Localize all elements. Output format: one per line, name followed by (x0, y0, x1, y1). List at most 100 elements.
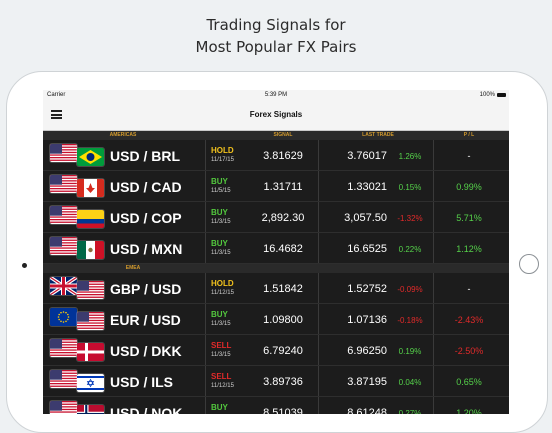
profit-loss: -2.50% (454, 346, 484, 356)
change-percent: -1.32% (397, 214, 423, 223)
last-trade-price: 3.76017 (347, 150, 387, 162)
column-divider (205, 304, 206, 334)
table-row[interactable]: USD / NOK BUY 11/3/15 8.51039 8.61248 0.… (43, 397, 509, 414)
app-screen: Carrier 5:39 PM 100% Forex Signals AMERI… (43, 90, 509, 414)
last-trade-price: 8.61248 (347, 407, 387, 414)
flag-no-icon (77, 405, 104, 414)
flag-gb-icon (50, 277, 77, 295)
flag-mx-icon (77, 241, 104, 259)
signal-price: 3.89736 (263, 376, 303, 388)
signal-date: 11/12/15 (211, 383, 234, 389)
column-divider (205, 140, 206, 170)
flag-il-icon (77, 374, 104, 392)
column-header: AMERICAS SIGNAL LAST TRADE P / L (43, 131, 509, 140)
currency-pair: USD / NOK (110, 405, 183, 414)
column-divider (318, 140, 319, 170)
signal-header: SIGNAL (273, 132, 293, 138)
nav-title: Forex Signals (249, 110, 303, 119)
currency-pair: EUR / USD (110, 312, 181, 328)
column-divider (433, 397, 434, 414)
signal-price: 1.09800 (263, 314, 303, 326)
currency-pair: USD / CAD (110, 179, 182, 195)
flag-us-icon (50, 237, 77, 255)
signal-action: BUY (211, 177, 228, 186)
headline-line-2: Most Popular FX Pairs (195, 38, 357, 56)
column-divider (433, 366, 434, 396)
change-percent: 0.27% (398, 409, 422, 414)
table-row[interactable]: USD / DKK SELL 11/3/15 6.79240 6.96250 0… (43, 335, 509, 366)
table-row[interactable]: USD / COP BUY 11/3/15 2,892.30 3,057.50 … (43, 202, 509, 233)
signal-price: 1.31711 (263, 181, 303, 193)
table-row[interactable]: USD / CAD BUY 11/5/15 1.31711 1.33021 0.… (43, 171, 509, 202)
table-row[interactable]: USD / BRL HOLD 11/17/15 3.81629 3.76017 … (43, 140, 509, 171)
battery-label: 100% (479, 92, 495, 98)
profit-loss: -2.43% (454, 315, 484, 325)
region-header: AMERICAS (109, 132, 137, 138)
flag-us-icon (50, 175, 77, 193)
table-row[interactable]: USD / MXN BUY 11/3/15 16.4682 16.6525 0.… (43, 233, 509, 264)
flag-us-icon (77, 312, 104, 330)
table-row[interactable]: GBP / USD HOLD 11/12/15 1.51842 1.52752 … (43, 273, 509, 304)
change-percent: 1.26% (398, 152, 422, 161)
profit-loss: 5.71% (456, 213, 482, 223)
column-divider (433, 335, 434, 365)
profit-loss: 0.65% (456, 377, 482, 387)
signal-action: HOLD (211, 279, 234, 288)
home-button[interactable] (519, 254, 539, 274)
column-divider (318, 233, 319, 263)
column-divider (433, 304, 434, 334)
signal-date: 11/3/15 (211, 219, 231, 225)
headline-line-1: Trading Signals for (206, 16, 346, 34)
signal-date: 11/3/15 (211, 321, 231, 327)
last-trade-price: 1.07136 (347, 314, 387, 326)
signal-date: 11/3/15 (211, 250, 231, 256)
change-percent: 0.19% (398, 347, 422, 356)
column-divider (205, 233, 206, 263)
currency-pair: USD / BRL (110, 148, 180, 164)
column-divider (205, 171, 206, 201)
signal-date: 11/17/15 (211, 157, 234, 163)
signal-price: 6.79240 (263, 345, 303, 357)
currency-pair: GBP / USD (110, 281, 182, 297)
signal-date: 11/12/15 (211, 290, 234, 296)
change-percent: 0.15% (398, 183, 422, 192)
column-divider (318, 335, 319, 365)
flag-dk-icon (77, 343, 104, 361)
flag-us-icon (50, 144, 77, 162)
column-divider (433, 233, 434, 263)
column-divider (318, 171, 319, 201)
status-bar: Carrier 5:39 PM 100% (43, 90, 509, 102)
last-trade-price: 3,057.50 (344, 212, 387, 224)
currency-pair: USD / DKK (110, 343, 182, 359)
signal-action: BUY (211, 403, 228, 412)
flag-us-icon (77, 281, 104, 299)
table-row[interactable]: EUR / USD BUY 11/3/15 1.09800 1.07136 -0… (43, 304, 509, 335)
column-divider (205, 202, 206, 232)
signal-price: 1.51842 (263, 283, 303, 295)
last-trade-price: 1.33021 (347, 181, 387, 193)
camera-dot (22, 263, 27, 268)
flag-us-icon (50, 339, 77, 357)
last-trade-price: 3.87195 (347, 376, 387, 388)
flag-us-icon (50, 370, 77, 388)
column-divider (205, 366, 206, 396)
signal-date: 11/5/15 (211, 188, 231, 194)
profit-loss: - (467, 151, 471, 161)
signal-price: 2,892.30 (261, 212, 305, 224)
section-header-emea: EMEA (43, 264, 509, 273)
change-percent: 0.04% (398, 378, 422, 387)
hamburger-menu-icon[interactable] (51, 110, 62, 119)
signal-action: BUY (211, 239, 228, 248)
profit-loss: 0.99% (456, 182, 482, 192)
flag-us-icon (50, 206, 77, 224)
signal-price: 3.81629 (263, 150, 303, 162)
section-label: EMEA (125, 265, 141, 271)
column-divider (433, 171, 434, 201)
battery-icon (497, 93, 506, 97)
flag-us-icon (50, 401, 77, 414)
table-row[interactable]: USD / ILS SELL 11/12/15 3.89736 3.87195 … (43, 366, 509, 397)
column-divider (318, 366, 319, 396)
column-divider (433, 202, 434, 232)
last-trade-price: 16.6525 (347, 243, 387, 255)
signal-price: 16.4682 (263, 243, 303, 255)
